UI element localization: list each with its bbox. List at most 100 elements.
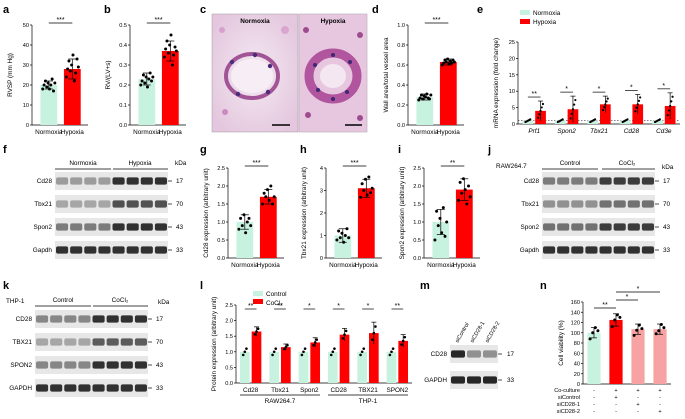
chart-d-point	[418, 96, 422, 100]
blot-f-strip	[55, 195, 168, 213]
chart-e-legend-normoxia: Normoxia	[533, 10, 561, 17]
chart-g-sig: ***	[252, 160, 260, 167]
blot-j-band	[613, 246, 626, 254]
chart-l-sig: **	[248, 303, 254, 310]
blot-k-band	[64, 315, 77, 323]
chart-b-point	[148, 71, 152, 75]
chart-e-point	[666, 114, 669, 117]
chart-e-point	[658, 118, 661, 121]
chart-d-ytick-label: 0.4	[397, 83, 405, 89]
chart-i-point	[438, 216, 442, 220]
blot-k-group-control: Control	[53, 297, 74, 304]
blot-f-strip	[55, 172, 168, 190]
chart-g-ytick-label: 0.5	[217, 238, 225, 244]
chart-l-point	[362, 347, 366, 350]
chart-l-bar-ctrl	[298, 351, 309, 383]
blot-j-group-cocl2: CoCl₂	[619, 160, 636, 167]
blot-j-band	[613, 200, 626, 208]
blot-f-band	[140, 200, 153, 208]
blot-j-band	[585, 223, 598, 231]
chart-e-point	[635, 106, 638, 109]
chart-l-point	[359, 353, 362, 357]
blot-m-band-label: CD28	[431, 351, 448, 358]
blot-k-band	[64, 384, 77, 392]
blot-k-band	[134, 315, 147, 323]
chart-e-ytick-label: 15	[509, 73, 515, 79]
chart-a-point	[64, 75, 68, 79]
chart-g-point	[239, 216, 243, 220]
chart-b-point	[140, 79, 144, 83]
blot-f-band	[126, 246, 139, 254]
chart-n-ytick-label: 160	[571, 300, 580, 306]
chart-n-point	[618, 315, 622, 319]
chart-b-sig: ***	[154, 17, 162, 24]
chart-e-gene-label: Cd28	[624, 128, 640, 135]
chart-g-point	[242, 213, 246, 217]
blot-f-kda: 17	[176, 178, 184, 185]
chart-g-ytick-label: 2.5	[217, 166, 225, 172]
chart-d-point	[447, 62, 451, 66]
chart-g-point	[245, 220, 249, 224]
chart-i-point	[456, 198, 460, 202]
blot-j-kda: 33	[663, 247, 671, 254]
chart-l-point	[390, 350, 393, 354]
chart-l-point	[313, 341, 317, 344]
blot-f-band	[126, 223, 139, 231]
blot-f-band	[56, 246, 69, 254]
chart-e-point	[639, 96, 642, 99]
blot-f-band	[112, 246, 125, 254]
blot-m-kda: 33	[507, 377, 515, 384]
chart-i-point	[443, 234, 447, 238]
chart-l-point	[315, 338, 319, 341]
chart-b-point	[141, 73, 145, 77]
chart-b-point	[145, 85, 149, 89]
chart-n-sign: -	[593, 395, 595, 401]
chart-l-group-label-0: RAW264.7	[265, 398, 296, 405]
chart-e-sig: *	[630, 84, 633, 91]
blot-f-band	[56, 177, 69, 185]
blot-j-band	[599, 177, 612, 185]
chart-i-point	[441, 206, 445, 210]
chart-b-ytick-label: 0.1	[119, 103, 127, 109]
blot-f-band	[98, 200, 111, 208]
blot-k-kda: 17	[156, 316, 164, 323]
chart-e-mrna: 0 5 10 15 20 25 mRNA expression (fold change) N…	[493, 10, 680, 135]
chart-e-gene-label: Cd3e	[656, 128, 672, 135]
blot-j-band	[585, 177, 598, 185]
chart-a-ytick-label: 20	[23, 83, 29, 89]
chart-h-ytick-label: 3	[320, 189, 323, 195]
chart-l-cat-label: CD28	[330, 387, 347, 394]
chart-n-sign: -	[637, 395, 639, 401]
chart-d-point	[419, 93, 423, 97]
chart-g-cd28: 0.0 0.5 1.0 1.5 2.0 2.5 Cd28 expression (arbit…	[203, 160, 284, 269]
chart-e-bar-hyp	[600, 104, 611, 124]
chart-b-rv-ratio: 0.0 0.1 0.2 0.3 0.4 0.5 RV/(LV+s) NormoxiaHypox…	[105, 17, 186, 136]
chart-i-point	[467, 184, 471, 188]
chart-e-point	[636, 103, 639, 106]
chart-b-point	[162, 55, 166, 59]
chart-l-point	[312, 343, 315, 347]
panel-label-l: l	[200, 280, 203, 292]
chart-a-point	[41, 87, 45, 91]
chart-g-ytick-label: 1.5	[217, 202, 225, 208]
chart-d-point	[423, 95, 427, 99]
chart-e-sig: *	[598, 86, 601, 93]
chart-l-bar-treat	[251, 331, 262, 383]
chart-l-point	[333, 347, 336, 350]
chart-n-row-label: siControl	[558, 395, 580, 401]
blot-j-group-control: Control	[560, 160, 581, 167]
blot-j-band	[585, 246, 598, 254]
chart-d-point	[444, 60, 448, 64]
blot-k-band	[120, 315, 133, 323]
blot-j-strip	[542, 241, 655, 259]
blot-k-band	[36, 338, 49, 346]
chart-d-sig: ***	[432, 17, 440, 24]
chart-d-point	[428, 97, 432, 101]
chart-n-point	[615, 313, 619, 317]
chart-g-point	[240, 224, 244, 228]
chart-b-point	[164, 47, 168, 51]
chart-d-ytick-label: 0.8	[397, 43, 405, 49]
chart-h-bar-1	[357, 188, 375, 258]
chart-h-point	[360, 182, 364, 186]
chart-b-ytick-label: 0.5	[119, 23, 127, 29]
